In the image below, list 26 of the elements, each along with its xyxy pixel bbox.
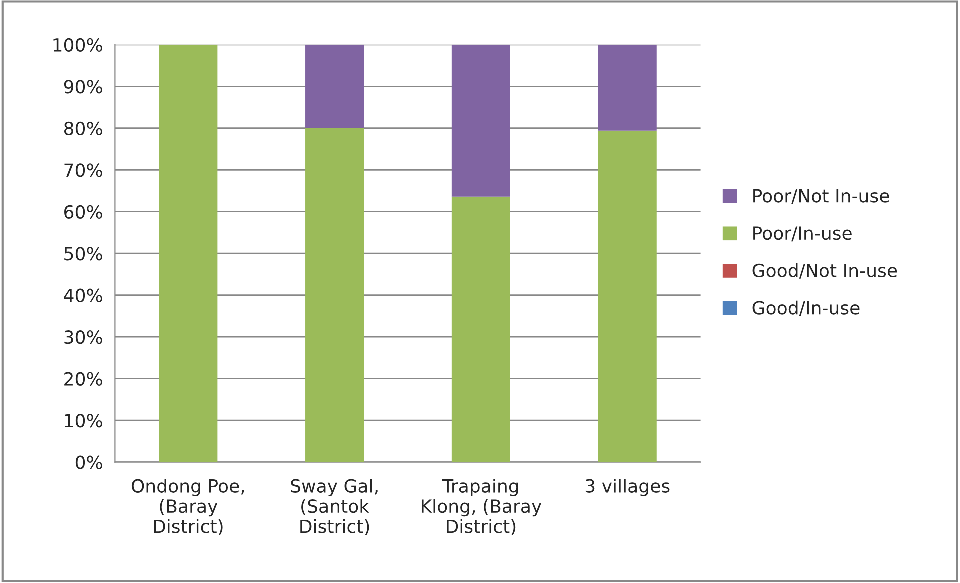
y-tick-label: 80%: [64, 122, 102, 136]
y-tick-label: 40%: [64, 288, 102, 302]
y-tick-label: 60%: [64, 205, 102, 219]
legend-label: Good/In-use: [752, 300, 860, 316]
bar: [452, 44, 510, 197]
bar: [306, 128, 364, 462]
legend-label: Poor/In-use: [754, 226, 852, 242]
y-tick-label: 10%: [65, 414, 102, 428]
y-tick-label: 50%: [64, 247, 102, 261]
bar: [452, 196, 510, 462]
x-tick-label: 3 villages: [586, 478, 670, 496]
bar: [598, 130, 657, 462]
bar: [159, 44, 218, 462]
y-tick-label: 30%: [64, 330, 102, 344]
x-tick-label: Ondong Poe, (Baray District): [132, 478, 244, 536]
bar: [306, 44, 364, 128]
legend-label: Poor/Not In-use: [754, 189, 890, 204]
y-tick-label: 70%: [64, 164, 102, 178]
x-tick-label: Sway Gal, (Santok District): [291, 478, 378, 536]
y-tick-label: 0%: [76, 456, 102, 470]
y-tick-label: 90%: [64, 80, 102, 94]
y-tick-label: 100%: [54, 38, 102, 52]
legend-label: Good/Not In-use: [752, 264, 898, 279]
y-tick-label: 20%: [64, 372, 102, 386]
bar: [598, 44, 657, 131]
x-tick-label: Trapaing Klong, (Baray District): [422, 478, 542, 536]
